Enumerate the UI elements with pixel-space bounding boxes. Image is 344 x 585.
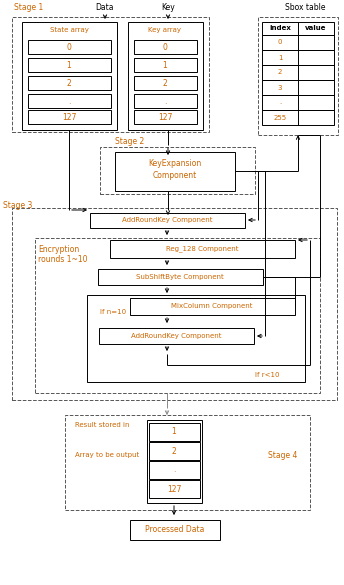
Text: Key: Key <box>161 4 175 12</box>
Bar <box>90 213 245 228</box>
Bar <box>134 110 197 124</box>
Bar <box>262 22 334 35</box>
Text: Stage 1: Stage 1 <box>14 4 43 12</box>
Text: .: . <box>173 466 175 474</box>
Text: 0: 0 <box>163 43 168 51</box>
Bar <box>258 17 338 135</box>
Text: Sbox table: Sbox table <box>285 4 325 12</box>
Bar <box>134 76 197 90</box>
Text: .: . <box>164 97 166 105</box>
Bar <box>149 461 200 479</box>
Bar <box>262 95 334 110</box>
Bar <box>262 80 334 95</box>
Text: rounds 1~10: rounds 1~10 <box>38 256 87 264</box>
Text: 127: 127 <box>167 484 181 494</box>
Bar <box>262 50 334 65</box>
Bar <box>28 40 111 54</box>
Text: If r<10: If r<10 <box>255 372 279 378</box>
Bar <box>262 110 334 125</box>
Text: 0: 0 <box>66 43 72 51</box>
Bar <box>147 420 202 503</box>
Text: index: index <box>269 25 291 31</box>
Bar <box>134 40 197 54</box>
Text: AddRoundKey Component: AddRoundKey Component <box>122 217 212 223</box>
Bar <box>115 152 235 191</box>
Bar <box>128 22 203 130</box>
Bar <box>149 442 200 460</box>
Bar <box>134 94 197 108</box>
Text: Reg_128 Component: Reg_128 Component <box>166 246 238 252</box>
Text: 1: 1 <box>163 60 168 70</box>
Text: 1: 1 <box>172 428 176 436</box>
Text: .: . <box>279 99 281 105</box>
Text: 2: 2 <box>172 446 176 456</box>
Text: 3: 3 <box>278 84 282 91</box>
Bar <box>100 147 255 194</box>
Text: Component: Component <box>153 170 197 180</box>
Text: Stage 3: Stage 3 <box>3 201 32 209</box>
Text: State array: State array <box>50 27 88 33</box>
Text: 1: 1 <box>278 54 282 60</box>
Text: Data: Data <box>96 4 114 12</box>
Bar <box>262 35 334 50</box>
Bar <box>22 22 117 130</box>
Bar <box>28 76 111 90</box>
Text: Encryption: Encryption <box>38 246 79 254</box>
Text: Array to be output: Array to be output <box>75 452 139 458</box>
Bar <box>99 328 254 344</box>
Text: 127: 127 <box>62 112 76 122</box>
Text: Stage 2: Stage 2 <box>115 137 144 146</box>
Text: If n=10: If n=10 <box>100 309 126 315</box>
Text: .: . <box>68 97 70 105</box>
Text: Stage 4: Stage 4 <box>268 450 297 459</box>
Text: MixColumn Component: MixColumn Component <box>171 303 253 309</box>
Bar <box>130 298 295 315</box>
Bar <box>149 423 200 441</box>
Bar <box>87 295 305 382</box>
Bar <box>98 269 263 285</box>
Bar <box>130 520 220 540</box>
Bar <box>262 65 334 80</box>
Text: 2: 2 <box>163 78 168 88</box>
Text: 1: 1 <box>67 60 71 70</box>
Text: 2: 2 <box>67 78 71 88</box>
Bar <box>28 94 111 108</box>
Bar <box>110 240 295 258</box>
Text: SubShiftByte Component: SubShiftByte Component <box>136 274 224 280</box>
Bar <box>28 58 111 72</box>
Text: 255: 255 <box>273 115 287 121</box>
Bar <box>65 415 310 510</box>
Text: KeyExpansion: KeyExpansion <box>148 159 202 167</box>
Text: value: value <box>305 25 327 31</box>
Text: 2: 2 <box>278 70 282 75</box>
Bar <box>149 480 200 498</box>
Bar <box>28 110 111 124</box>
Bar <box>12 17 209 132</box>
Text: AddRoundKey Component: AddRoundKey Component <box>131 333 221 339</box>
Bar <box>35 238 320 393</box>
Text: Processed Data: Processed Data <box>145 525 205 535</box>
Bar <box>12 208 337 400</box>
Text: 0: 0 <box>278 40 282 46</box>
Bar <box>134 58 197 72</box>
Text: Key array: Key array <box>149 27 182 33</box>
Text: 127: 127 <box>158 112 172 122</box>
Text: Result stored in: Result stored in <box>75 422 129 428</box>
